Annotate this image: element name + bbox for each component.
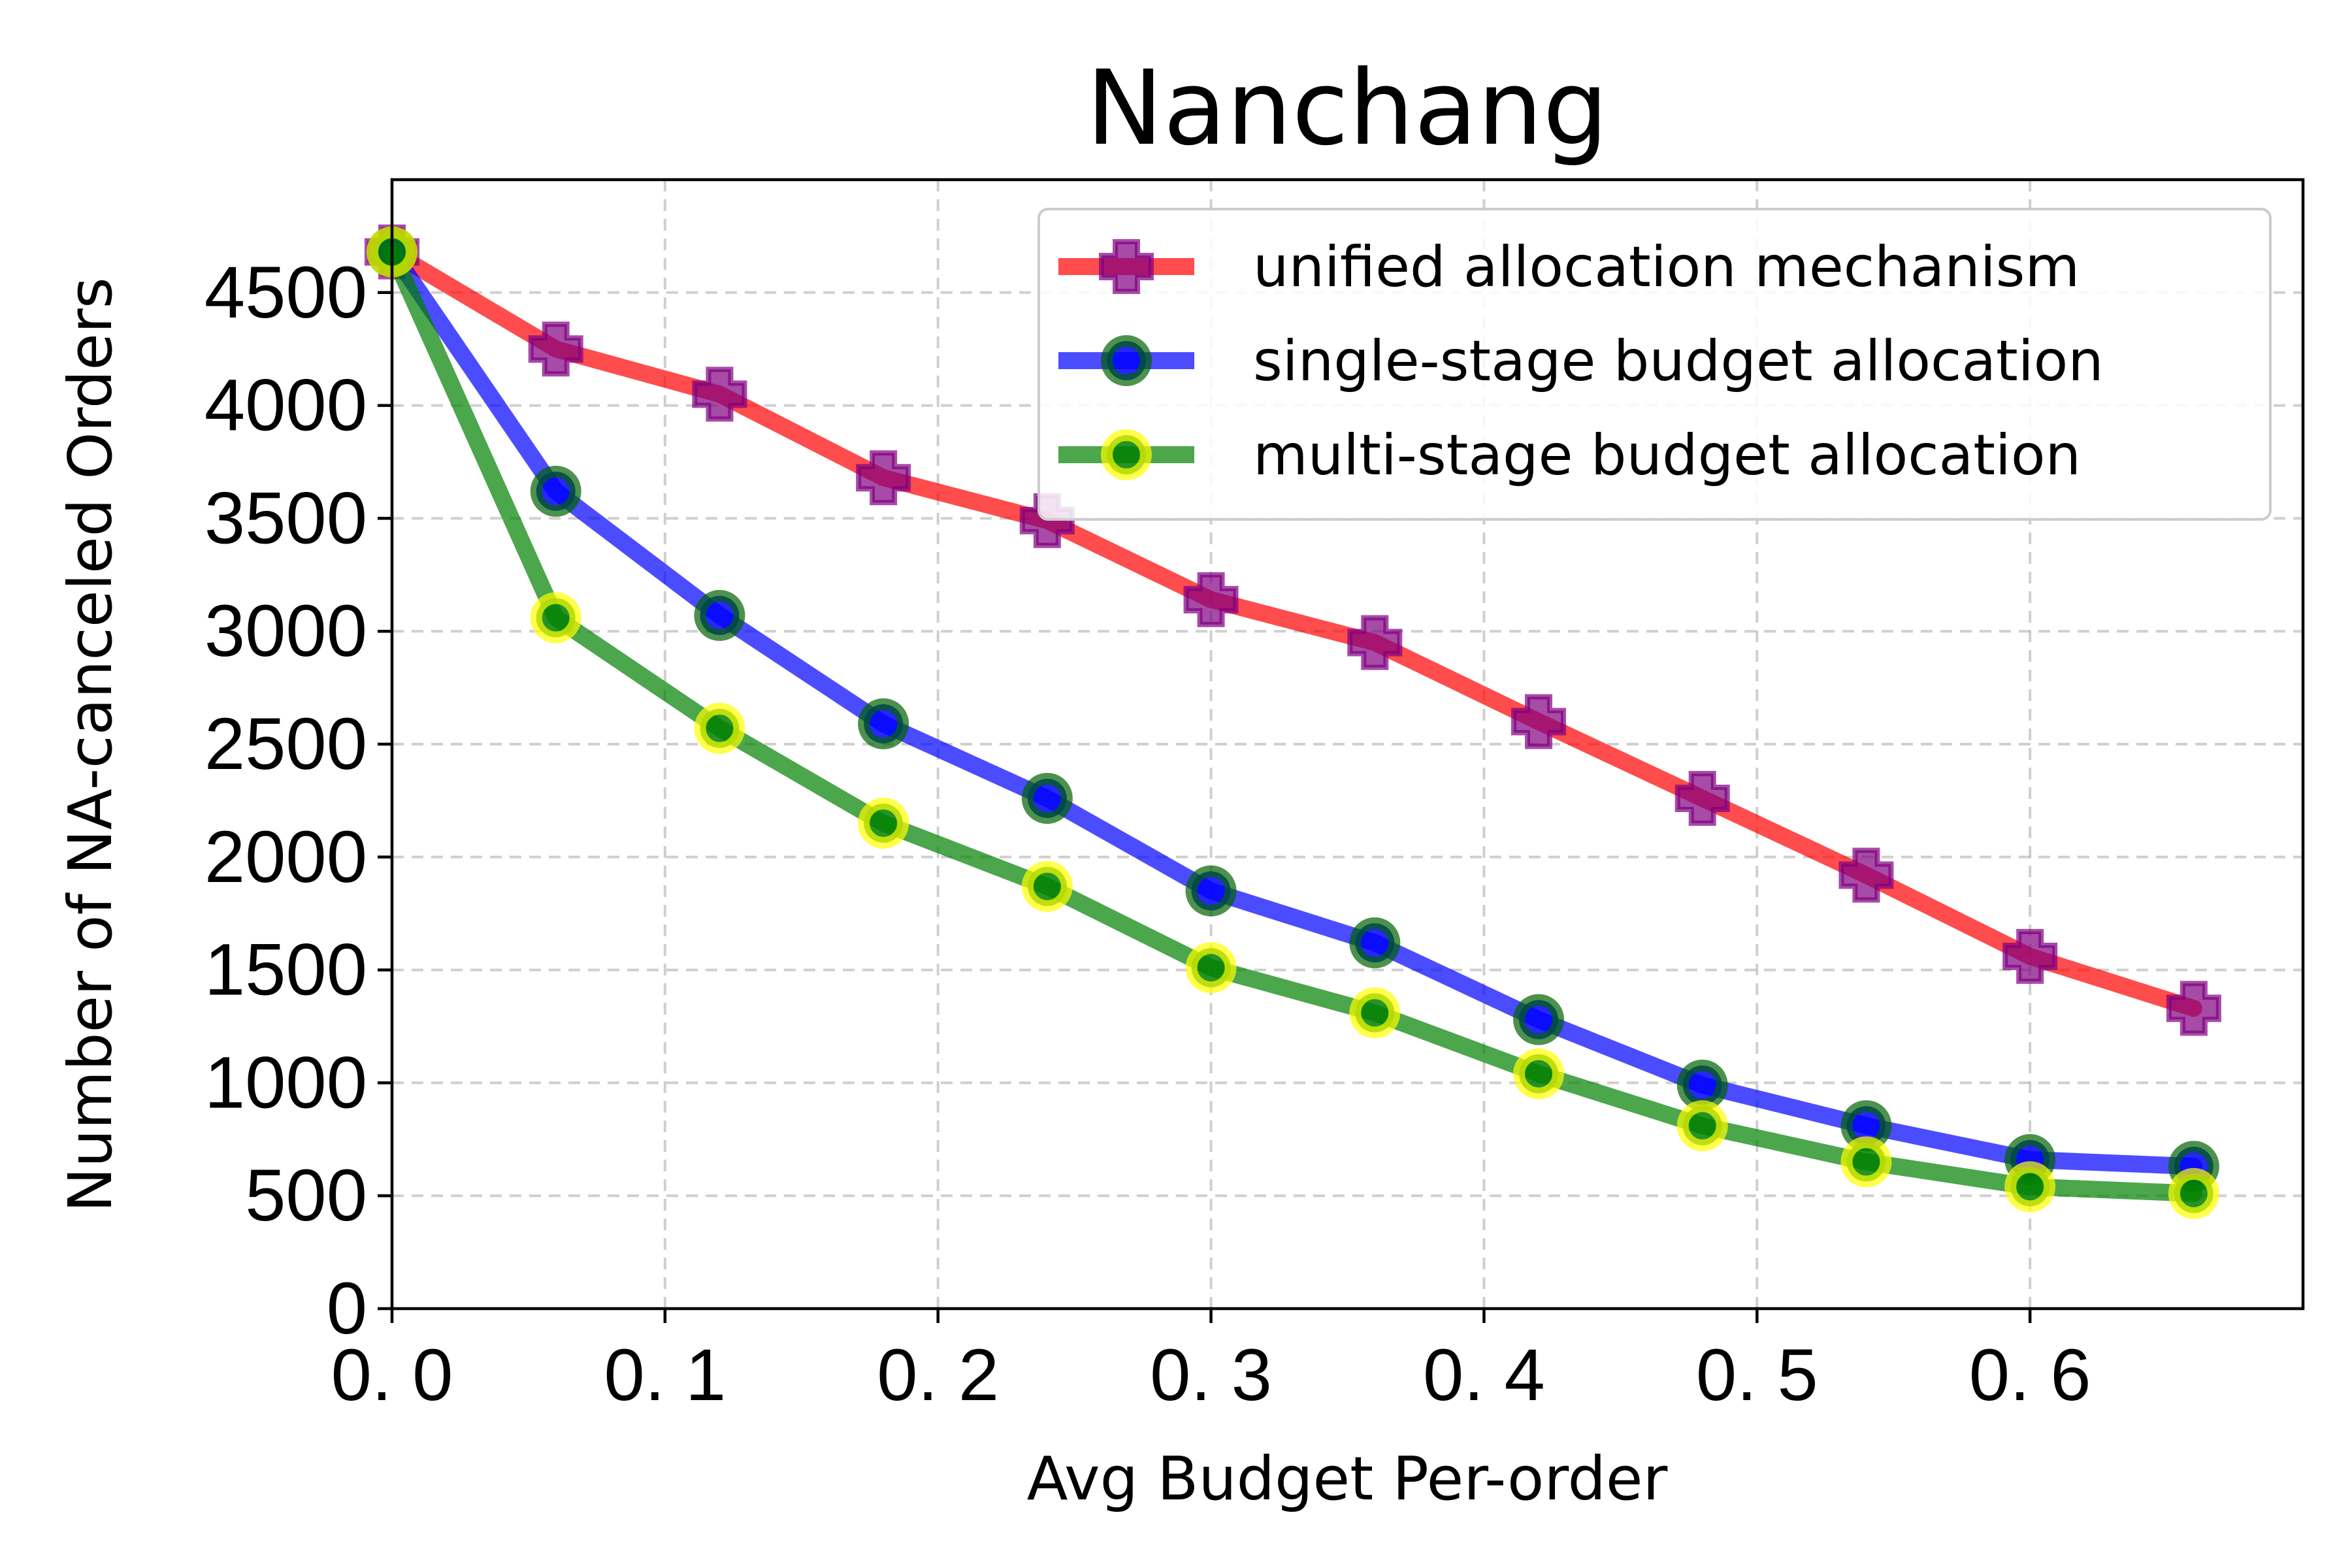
y-tick-label: 1000 [204,1041,367,1123]
y-tick-label: 2500 [204,703,367,785]
data-point-marker [1840,1136,1892,1188]
y-tick-label: 3500 [204,477,367,559]
data-point-marker [856,450,911,506]
data-point-marker [1676,1100,1728,1152]
data-point-marker [1347,615,1403,670]
y-tick-label: 1500 [204,929,367,1011]
data-point-marker [1513,1048,1564,1100]
x-tick-label: 0. 3 [1150,1334,1272,1416]
data-point-marker [1185,942,1237,994]
legend-label: single-stage budget allocation [1253,329,2104,394]
legend-label: multi-stage budget allocation [1253,423,2081,488]
data-point-marker [1101,335,1152,386]
legend-label: unified allocation mechanism [1253,235,2080,300]
y-tick-label: 0 [327,1267,367,1349]
legend-item: unified allocation mechanism [1058,235,2080,300]
data-point-marker [858,797,909,849]
y-tick-label: 3000 [204,590,367,672]
legend-item: multi-stage budget allocation [1058,423,2081,488]
legend-box [1037,208,2272,521]
data-point-marker [1185,865,1237,917]
data-point-marker [694,590,745,642]
data-point-marker [2166,981,2221,1036]
data-point-marker [2004,1161,2056,1213]
y-tick-label: 4500 [204,252,367,333]
data-point-marker [1349,987,1401,1039]
data-point-marker [530,592,581,644]
data-point-marker [1349,917,1401,969]
data-point-marker [1021,772,1073,824]
data-point-marker [1101,429,1152,480]
data-point-marker [692,367,747,422]
data-point-marker [858,698,909,749]
data-point-marker [1838,847,1894,903]
y-tick-label: 4000 [204,365,367,446]
data-point-marker [1183,572,1239,627]
x-axis-label: Avg Budget Per-order [1027,1444,1668,1514]
data-point-marker [1099,239,1154,294]
series-line [384,243,2202,1175]
data-point-marker [2002,928,2058,984]
data-point-marker [1021,860,1073,912]
series-group [367,226,2219,1219]
axis-ticks: 0. 0 0. 1 0. 2 0. 3 0. 4 0. 5 0. 6 0 500 1000 1500… [204,252,2091,1416]
data-point-marker [1674,770,1730,826]
data-point-marker [530,465,581,517]
x-tick-label: 0. 4 [1423,1334,1545,1416]
data-point-marker [1676,1059,1728,1111]
x-tick-label: 0. 2 [877,1334,999,1416]
y-tick-label: 500 [245,1154,367,1236]
x-tick-label: 0. 1 [604,1334,726,1416]
x-tick-label: 0. 6 [1969,1334,2091,1416]
data-point-marker [1513,994,1564,1045]
legend: unified allocation mechanism single-stage… [1037,208,2272,521]
series-line [384,243,2202,1202]
data-point-marker [528,321,583,377]
y-tick-label: 2000 [204,816,367,898]
legend-item: single-stage budget allocation [1058,329,2104,394]
y-axis-label: Number of NA-canceled Orders [56,277,125,1212]
x-tick-label: 0. 5 [1696,1334,1818,1416]
x-tick-label: 0. 0 [331,1334,453,1416]
chart-title: Nanchang [1086,48,1608,169]
data-point-marker [2168,1168,2219,1219]
data-point-marker [694,702,745,754]
data-point-marker [1511,694,1566,749]
